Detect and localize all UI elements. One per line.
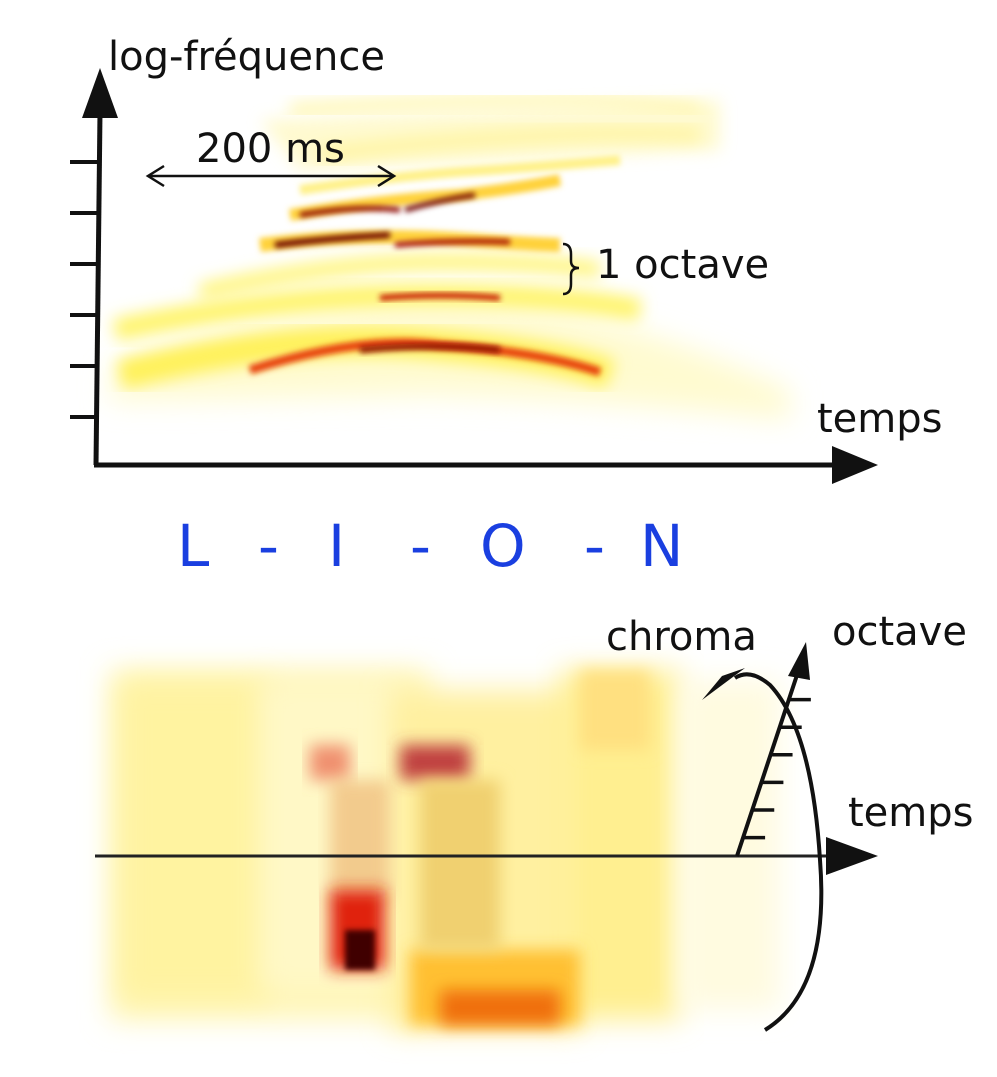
octave-axis <box>735 642 810 857</box>
letter-l: L <box>177 512 211 580</box>
octave-axis-arrowhead <box>788 642 810 680</box>
bottom-time-axis <box>95 837 878 875</box>
octave-brace: 1 octave <box>562 242 769 296</box>
chroma-circle-arc <box>702 668 824 1032</box>
chroma-label: chroma <box>606 614 757 660</box>
duration-indicator: 200 ms <box>145 126 397 188</box>
letter-i: I <box>328 512 347 580</box>
separator: - <box>410 512 433 580</box>
time-axis-arrowhead <box>826 837 878 875</box>
chroma-arrowhead <box>702 668 745 700</box>
letter-n: N <box>640 512 685 580</box>
spectrogram-panel: log-fréquence temps 200 ms 1 octave <box>70 34 943 484</box>
top-x-axis <box>94 446 878 484</box>
y-axis-arrowhead <box>82 68 118 118</box>
top-y-ticks <box>70 160 98 419</box>
y-axis-label: log-fréquence <box>108 34 385 80</box>
x-axis-label: temps <box>817 396 943 442</box>
separator: - <box>584 512 607 580</box>
octave-axis-ticks <box>743 697 811 840</box>
separator: - <box>258 512 281 580</box>
top-y-axis <box>82 68 118 466</box>
octave-axis-label: octave <box>832 609 967 655</box>
x-axis-arrowhead <box>832 446 878 484</box>
time-axis-label: temps <box>848 790 974 836</box>
chroma-octave-panel: temps octave chroma <box>95 609 974 1032</box>
letter-o: O <box>480 512 528 580</box>
duration-label: 200 ms <box>196 126 345 172</box>
chroma-octave-heatmap <box>110 670 780 1030</box>
octave-brace-label: 1 octave <box>596 242 769 288</box>
spectrogram-heatmap <box>110 92 790 420</box>
word-lion: L - I - O - N <box>177 512 685 580</box>
